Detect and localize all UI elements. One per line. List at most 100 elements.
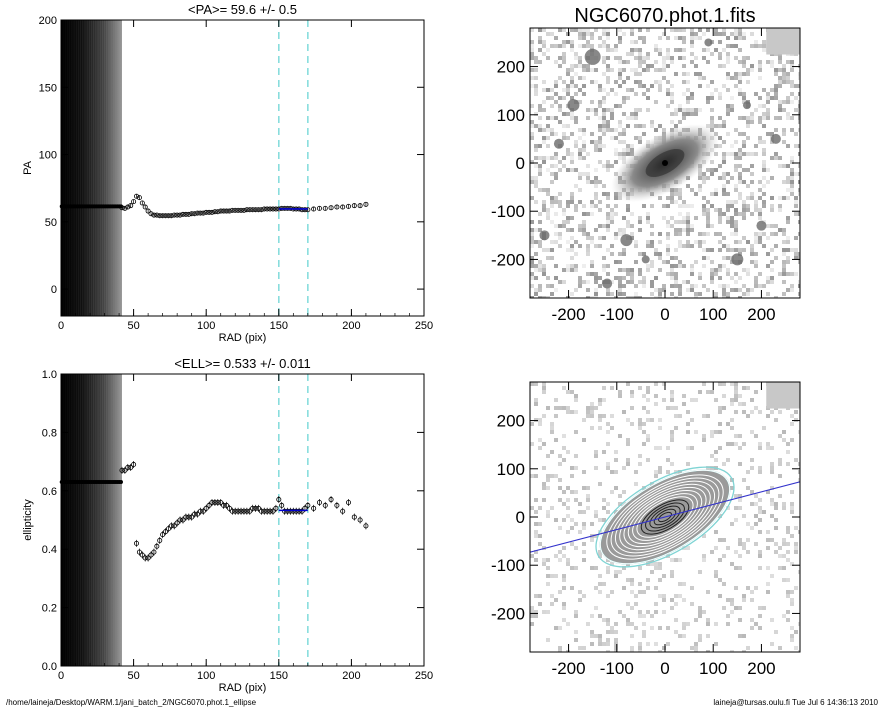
data-point [131, 462, 137, 468]
noise-pixel [718, 382, 722, 386]
noise-pixel [698, 172, 702, 176]
data-point [279, 502, 285, 508]
noise-pixel [546, 156, 550, 160]
noise-pixel [562, 52, 566, 56]
noise-pixel [738, 48, 742, 52]
noise-pixel [614, 196, 618, 200]
noise-pixel [674, 124, 678, 128]
noise-pixel [642, 442, 646, 446]
noise-pixel [574, 208, 578, 212]
noise-pixel [630, 650, 634, 652]
noise-pixel [722, 192, 726, 196]
isophote-contour [658, 511, 672, 523]
noise-pixel [562, 132, 566, 136]
noise-pixel [594, 148, 598, 152]
noise-pixel [638, 140, 642, 144]
noise-pixel [590, 240, 594, 244]
noise-pixel [606, 292, 610, 296]
noise-pixel [634, 108, 638, 112]
noise-pixel [570, 466, 574, 470]
noise-pixel [686, 220, 690, 224]
noise-pixel [734, 128, 738, 132]
noise-pixel [718, 96, 722, 100]
noise-pixel [658, 240, 662, 244]
noise-pixel [762, 168, 766, 172]
noise-pixel [582, 156, 586, 160]
masked-region [766, 28, 800, 55]
noise-pixel [586, 622, 590, 626]
noise-pixel [738, 248, 742, 252]
noise-pixel [566, 240, 570, 244]
noise-pixel [730, 562, 734, 566]
noise-pixel [610, 292, 614, 296]
noise-pixel [734, 72, 738, 76]
noise-pixel [622, 216, 626, 220]
data-point [235, 508, 241, 514]
noise-pixel [726, 208, 730, 212]
noise-pixel [562, 136, 566, 140]
noise-pixel [614, 236, 618, 240]
noise-pixel [790, 634, 794, 638]
data-point [351, 203, 357, 209]
noise-pixel [738, 240, 742, 244]
noise-pixel [606, 120, 610, 124]
noise-pixel [770, 642, 774, 646]
noise-pixel [758, 410, 762, 414]
noise-pixel [574, 252, 578, 256]
noise-pixel [774, 550, 778, 554]
noise-pixel [550, 196, 554, 200]
noise-pixel [758, 626, 762, 630]
noise-pixel [710, 434, 714, 438]
noise-pixel [690, 44, 694, 48]
noise-pixel [666, 196, 670, 200]
noise-pixel [682, 402, 686, 406]
noise-pixel [714, 622, 718, 626]
noise-pixel [582, 132, 586, 136]
noise-pixel [542, 390, 546, 394]
noise-pixel [694, 240, 698, 244]
noise-pixel [546, 582, 550, 586]
noise-pixel [654, 470, 658, 474]
noise-pixel [742, 212, 746, 216]
noise-pixel [670, 264, 674, 268]
noise-pixel [762, 116, 766, 120]
noise-pixel [554, 574, 558, 578]
noise-pixel [634, 284, 638, 288]
noise-pixel [594, 510, 598, 514]
noise-pixel [710, 272, 714, 276]
noise-pixel [598, 638, 602, 642]
noise-pixel [722, 236, 726, 240]
noise-pixel [702, 558, 706, 562]
noise-pixel [570, 526, 574, 530]
noise-pixel [750, 458, 754, 462]
noise-pixel [558, 120, 562, 124]
noise-pixel [794, 172, 798, 176]
noise-pixel [770, 64, 774, 68]
noise-pixel [794, 586, 798, 590]
noise-pixel [594, 244, 598, 248]
noise-pixel [710, 116, 714, 120]
data-point [148, 552, 154, 558]
noise-pixel [622, 232, 626, 236]
noise-pixel [598, 614, 602, 618]
noise-pixel [734, 44, 738, 48]
noise-pixel [582, 438, 586, 442]
noise-pixel [666, 80, 670, 84]
noise-pixel [626, 60, 630, 64]
noise-pixel [606, 618, 610, 622]
chart-title: <ELL>= 0.533 +/- 0.011 [174, 356, 310, 371]
x-tick-label: 50 [127, 320, 139, 332]
noise-pixel [794, 248, 798, 252]
noise-pixel [714, 28, 718, 32]
noise-pixel [530, 506, 534, 510]
noise-pixel [730, 398, 734, 402]
noise-pixel [778, 164, 782, 168]
noise-pixel [534, 510, 538, 514]
noise-pixel [726, 72, 730, 76]
noise-pixel [758, 64, 762, 68]
noise-pixel [574, 566, 578, 570]
noise-pixel [542, 100, 546, 104]
noise-pixel [774, 92, 778, 96]
noise-pixel [530, 104, 534, 108]
